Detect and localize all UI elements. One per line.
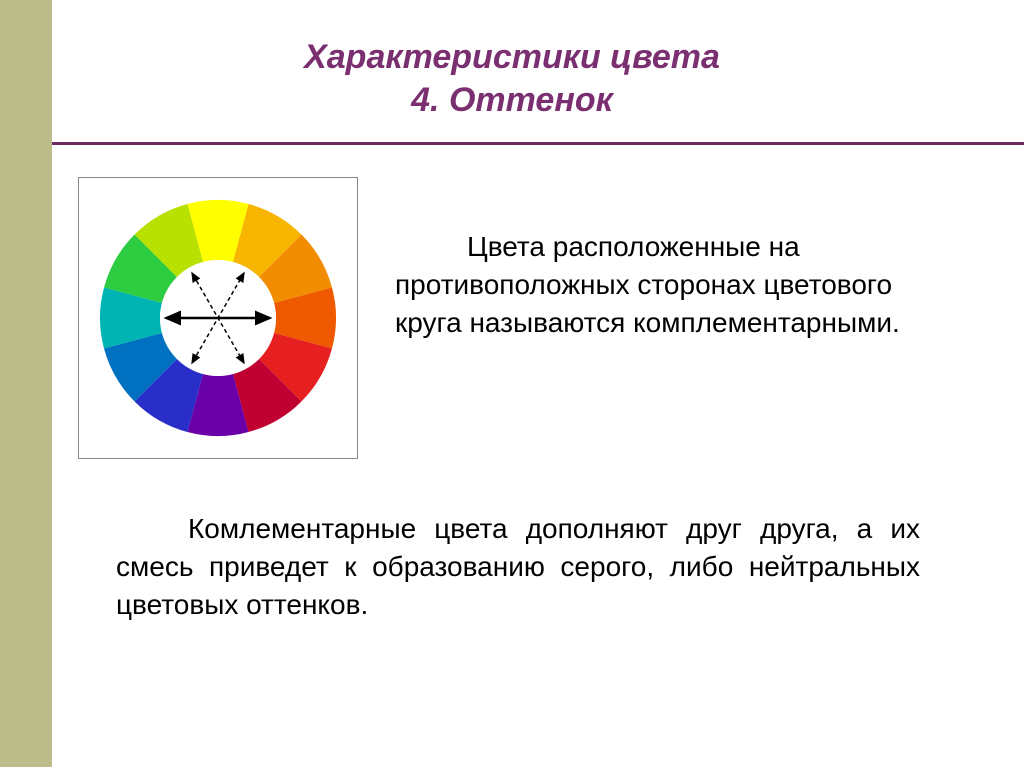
paragraph-1: Цвета расположенные на противоположных с… <box>395 228 965 341</box>
title-line-1: Характеристики цвета <box>0 36 1024 79</box>
color-wheel-container <box>78 177 358 459</box>
color-wheel <box>88 187 348 449</box>
title-divider <box>52 142 1024 145</box>
paragraph-2: Комлементарные цвета дополняют друг друг… <box>116 510 920 623</box>
paragraph-2-text: Комлементарные цвета дополняют друг друг… <box>116 513 920 620</box>
title-line-2: 4. Оттенок <box>0 79 1024 122</box>
slide-title: Характеристики цвета 4. Оттенок <box>0 36 1024 121</box>
paragraph-1-text: Цвета расположенные на противоположных с… <box>395 231 900 338</box>
